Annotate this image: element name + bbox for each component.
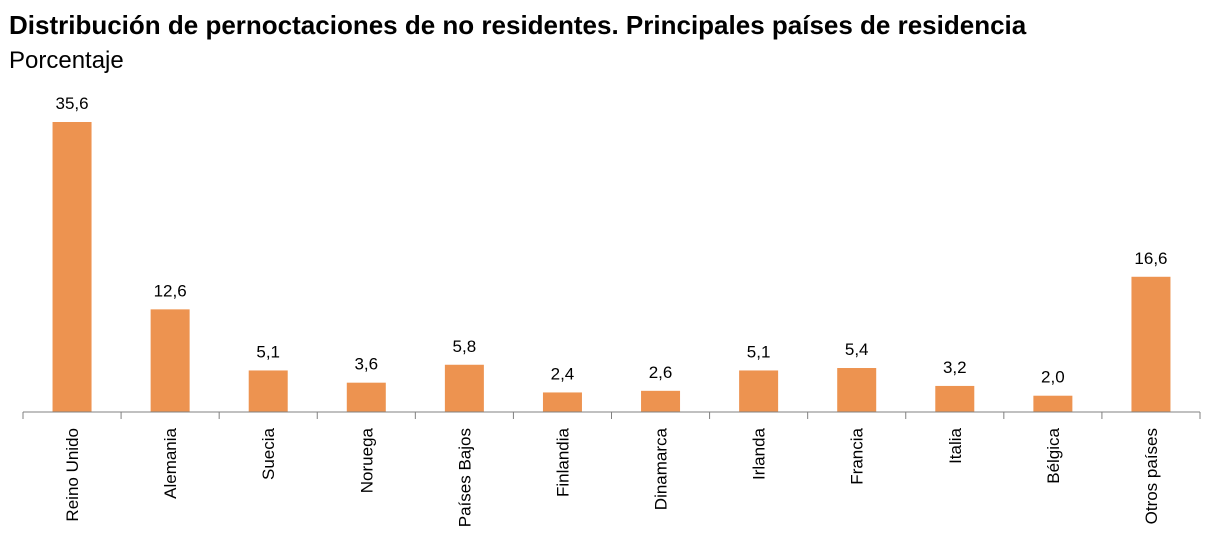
data-label: 2,0 bbox=[1041, 368, 1065, 387]
bar bbox=[248, 370, 288, 412]
category-label: Reino Unido bbox=[63, 428, 82, 522]
bar bbox=[444, 364, 484, 412]
data-label: 5,4 bbox=[845, 340, 869, 359]
category-label: Bélgica bbox=[1044, 427, 1063, 483]
bar bbox=[935, 385, 975, 412]
chart-title: Distribución de pernoctaciones de no res… bbox=[9, 10, 1027, 40]
data-label: 3,2 bbox=[943, 358, 967, 377]
category-label: Finlandia bbox=[553, 427, 572, 497]
category-label: Irlanda bbox=[750, 427, 769, 480]
data-label: 5,1 bbox=[256, 342, 280, 361]
category-label: Otros países bbox=[1142, 428, 1161, 524]
bar bbox=[1033, 395, 1073, 412]
category-label: Alemania bbox=[161, 427, 180, 498]
category-label: Dinamarca bbox=[652, 427, 671, 510]
category-label: Suecia bbox=[259, 427, 278, 480]
category-label: Noruega bbox=[357, 427, 376, 493]
data-label: 5,1 bbox=[747, 342, 771, 361]
bar bbox=[346, 382, 386, 412]
data-label: 16,6 bbox=[1134, 249, 1167, 268]
data-label: 12,6 bbox=[154, 281, 187, 300]
category-label: Países Bajos bbox=[455, 428, 474, 527]
data-label: 35,6 bbox=[55, 94, 88, 113]
bar bbox=[739, 370, 779, 412]
bar bbox=[641, 390, 681, 412]
data-label: 3,6 bbox=[354, 355, 378, 374]
category-label: Francia bbox=[848, 427, 867, 484]
chart-subtitle: Porcentaje bbox=[9, 47, 124, 74]
data-label: 2,6 bbox=[649, 363, 673, 382]
bar bbox=[837, 368, 877, 412]
category-label: Italia bbox=[946, 427, 965, 463]
bar bbox=[1131, 276, 1171, 412]
data-label: 5,8 bbox=[453, 337, 477, 356]
bar bbox=[150, 309, 190, 412]
data-label: 2,4 bbox=[551, 364, 575, 383]
bar bbox=[542, 392, 582, 412]
bar bbox=[52, 122, 92, 412]
